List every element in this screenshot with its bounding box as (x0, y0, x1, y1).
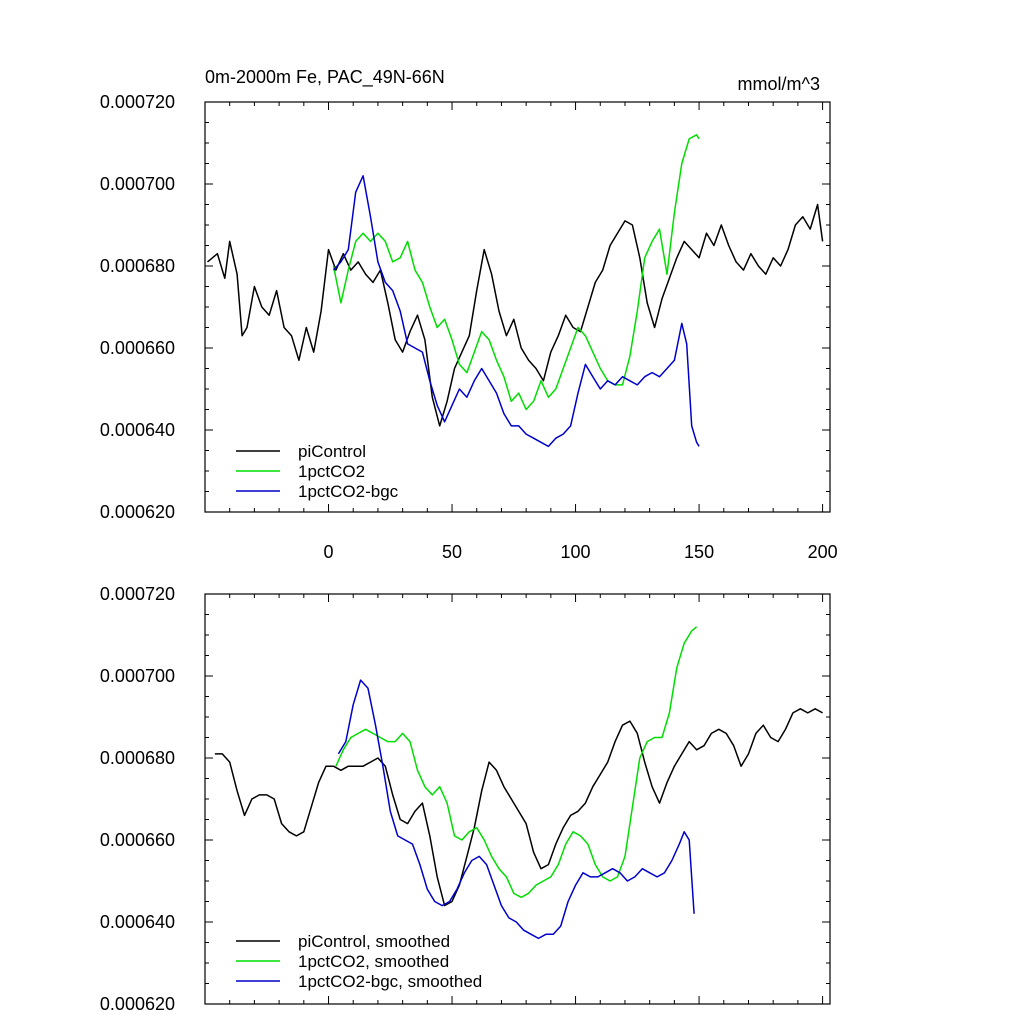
y-tick-label: 0.000620 (100, 502, 175, 522)
x-tick-label: 150 (684, 542, 714, 562)
y-tick-label: 0.000680 (100, 256, 175, 276)
y-tick-label: 0.000660 (100, 830, 175, 850)
series-line-1pctco2-smoothed (335, 626, 698, 899)
x-tick-label: 50 (442, 542, 462, 562)
legend-label: 1pctCO2, smoothed (298, 952, 449, 971)
series-line-1pctco2-bgc-smoothed (337, 679, 695, 940)
y-tick-label: 0.000640 (100, 912, 175, 932)
x-tick-label: 200 (808, 542, 838, 562)
series-line-1pctco2 (332, 134, 700, 411)
y-tick-label: 0.000700 (100, 666, 175, 686)
y-tick-label: 0.000680 (100, 748, 175, 768)
y-tick-label: 0.000700 (100, 174, 175, 194)
x-tick-label: 0 (324, 542, 334, 562)
legend-label: 1pctCO2-bgc, smoothed (298, 972, 482, 991)
series-line-1pctco2-bgc (332, 175, 700, 448)
y-tick-label: 0.000620 (100, 994, 175, 1014)
units-label: mmol/m^3 (738, 74, 820, 94)
bottom-panel: 0.000620 0.000640 0.000660 0.000680 0.000700… (100, 584, 831, 1014)
series-line-picontrol-smoothed (214, 708, 823, 907)
top-panel: 0.000620 0.000640 0.000660 0.000680 0.000700… (100, 67, 838, 562)
chart-title: 0m-2000m Fe, PAC_49N-66N (205, 67, 445, 88)
y-tick-label: 0.000720 (100, 584, 175, 604)
legend-label: 1pctCO2 (298, 462, 365, 481)
legend-label: piControl (298, 442, 366, 461)
x-tick-label: 100 (561, 542, 591, 562)
legend-label: piControl, smoothed (298, 932, 450, 951)
y-tick-label: 0.000640 (100, 420, 175, 440)
series-line-picontrol (207, 203, 824, 427)
y-tick-label: 0.000720 (100, 92, 175, 112)
legend-label: 1pctCO2-bgc (298, 482, 399, 501)
y-tick-label: 0.000660 (100, 338, 175, 358)
